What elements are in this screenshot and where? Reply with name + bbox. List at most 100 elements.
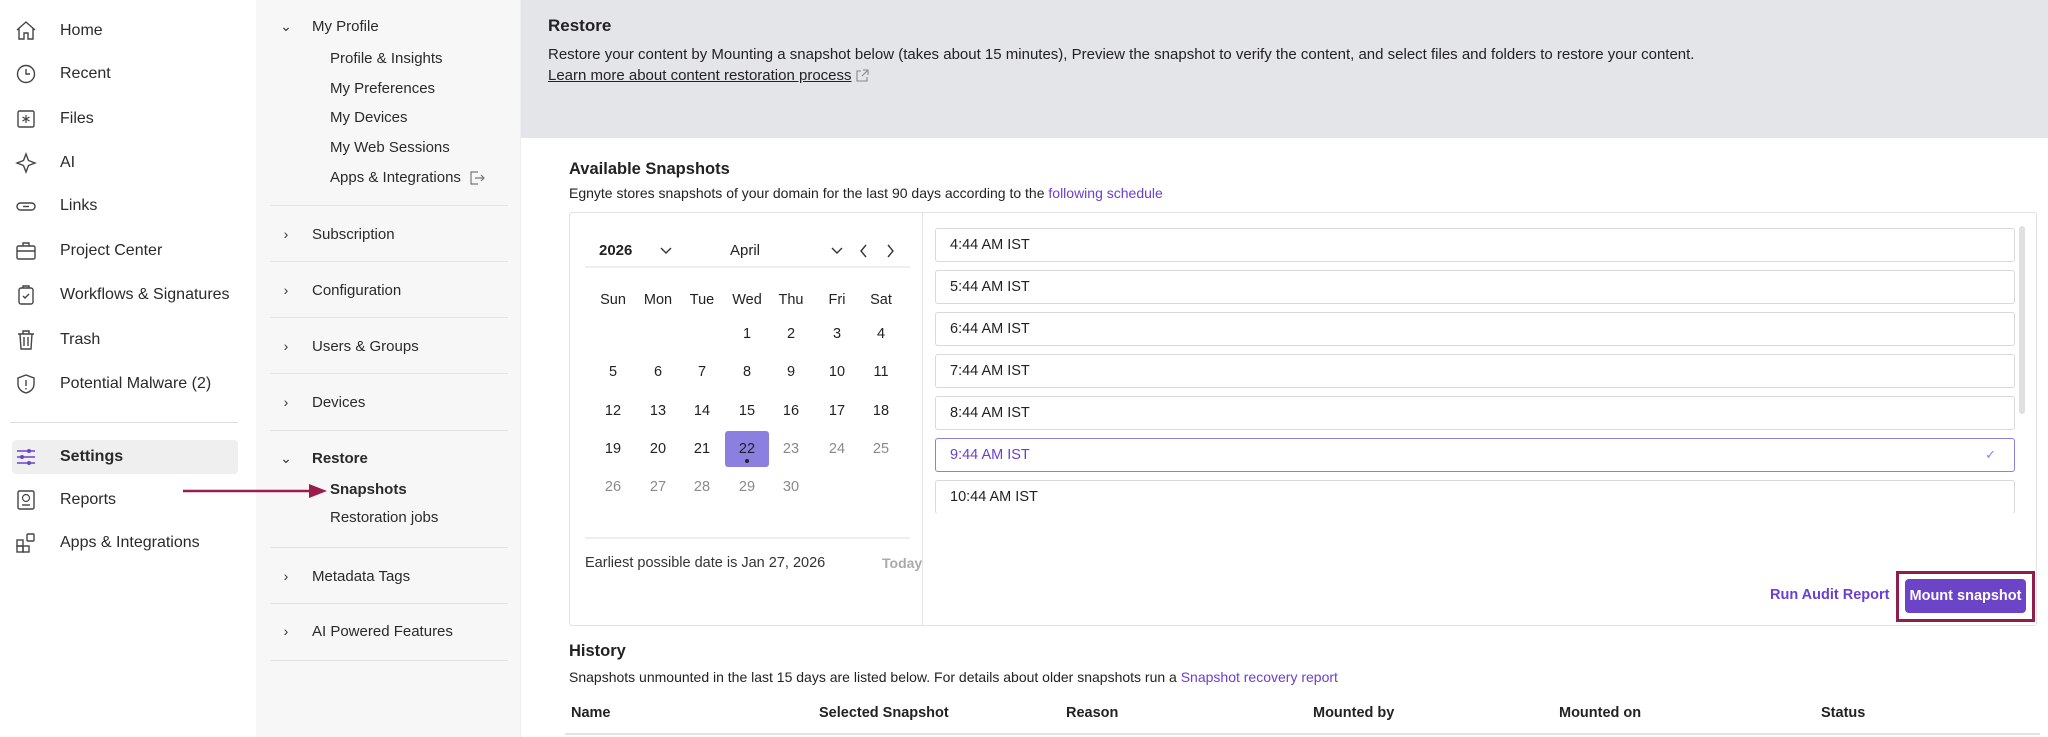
calendar-day[interactable]: 20 xyxy=(649,441,667,457)
section-my-profile[interactable]: ⌄ My Profile xyxy=(276,14,516,38)
chevron-down-icon: ⌄ xyxy=(280,17,292,34)
mount-snapshot-button[interactable]: Mount snapshot xyxy=(1905,579,2026,613)
nav-item-workflows-signatures[interactable]: Workflows & Signatures xyxy=(12,278,238,312)
previous-month-icon[interactable] xyxy=(859,243,869,259)
section-ai-powered-features[interactable]: › AI Powered Features xyxy=(276,619,516,643)
nav-item-project-center[interactable]: Project Center xyxy=(12,234,238,268)
nav-item-recent[interactable]: Recent xyxy=(12,57,238,91)
next-month-icon[interactable] xyxy=(885,243,895,259)
time-slot-label: 4:44 AM IST xyxy=(950,237,1030,253)
shield-alert-icon xyxy=(14,372,38,396)
weekday-label: Wed xyxy=(732,292,762,308)
calendar-day: 24 xyxy=(828,441,846,457)
run-audit-report-link[interactable]: Run Audit Report xyxy=(1770,587,1889,603)
section-metadata-tags[interactable]: › Metadata Tags xyxy=(276,564,516,588)
calendar-day[interactable]: 8 xyxy=(742,364,752,380)
calendar-day[interactable]: 7 xyxy=(697,364,707,380)
menu-item-profile-insights[interactable]: Profile & Insights xyxy=(330,50,443,67)
calendar-day[interactable]: 12 xyxy=(604,403,622,419)
menu-item-restoration-jobs[interactable]: Restoration jobs xyxy=(330,509,439,526)
nav-item-home[interactable]: Home xyxy=(12,14,238,48)
section-restore[interactable]: ⌄ Restore xyxy=(276,446,516,470)
section-subscription[interactable]: › Subscription xyxy=(276,222,516,246)
section-label: Users & Groups xyxy=(312,337,419,355)
calendar-day-selected[interactable]: 22 xyxy=(725,431,769,467)
today-button[interactable]: Today xyxy=(882,555,923,571)
weekday-label: Sun xyxy=(600,292,626,308)
calendar-day: 23 xyxy=(782,441,800,457)
calendar-day[interactable]: 14 xyxy=(693,403,711,419)
nav-item-trash[interactable]: Trash xyxy=(12,323,238,357)
time-slot[interactable]: 8:44 AM IST xyxy=(935,396,2015,430)
nav-item-potential-malware-2[interactable]: Potential Malware (2) xyxy=(12,367,238,401)
calendar-day[interactable]: 15 xyxy=(738,403,756,419)
calendar-day[interactable]: 17 xyxy=(828,403,846,419)
time-slot[interactable]: 4:44 AM IST xyxy=(935,228,2015,262)
menu-item-my-devices[interactable]: My Devices xyxy=(330,109,408,126)
clock-icon xyxy=(14,62,38,86)
chevron-right-icon: › xyxy=(283,623,289,639)
calendar-day[interactable]: 1 xyxy=(742,326,752,342)
time-slot[interactable]: 6:44 AM IST xyxy=(935,312,2015,346)
calendar-day[interactable]: 9 xyxy=(786,364,796,380)
sliders-icon xyxy=(14,445,38,469)
time-slot[interactable]: 5:44 AM IST xyxy=(935,270,2015,304)
time-list: 4:44 AM IST 5:44 AM IST 6:44 AM IST 7:44 AM… xyxy=(570,213,2036,513)
time-slot-label: 6:44 AM IST xyxy=(950,321,1030,337)
time-slot-selected[interactable]: 9:44 AM IST ✓ xyxy=(935,438,2015,472)
divider xyxy=(270,603,508,604)
column-header-reason[interactable]: Reason xyxy=(1066,705,1119,721)
time-slot[interactable]: 10:44 AM IST xyxy=(935,480,2015,513)
calendar-day[interactable]: 3 xyxy=(832,326,842,342)
calendar-day[interactable]: 4 xyxy=(876,326,886,342)
menu-item-apps-integrations[interactable]: Apps & Integrations xyxy=(330,167,485,189)
section-devices[interactable]: › Devices xyxy=(276,390,516,414)
nav-item-apps-integrations[interactable]: Apps & Integrations xyxy=(12,526,238,560)
year-select[interactable]: 2026 xyxy=(599,242,632,259)
snapshot-recovery-report-link[interactable]: Snapshot recovery report xyxy=(1180,669,1338,685)
column-header-name[interactable]: Name xyxy=(571,705,611,721)
menu-item-my-web-sessions[interactable]: My Web Sessions xyxy=(330,139,450,156)
calendar-day[interactable]: 16 xyxy=(782,403,800,419)
nav-item-links[interactable]: Links xyxy=(12,189,238,223)
column-header-mounted-by[interactable]: Mounted by xyxy=(1313,705,1395,721)
calendar-day[interactable]: 5 xyxy=(608,364,618,380)
files-icon xyxy=(14,107,38,131)
nav-item-reports[interactable]: Reports xyxy=(12,483,238,517)
column-header-mounted-on[interactable]: Mounted on xyxy=(1559,705,1642,721)
nav-item-ai[interactable]: AI xyxy=(12,146,238,180)
column-header-status[interactable]: Status xyxy=(1821,705,1866,721)
page-title: Restore xyxy=(548,16,612,35)
menu-item-snapshots[interactable]: Snapshots xyxy=(330,481,407,498)
calendar-day[interactable]: 6 xyxy=(653,364,663,380)
nav-item-label: Trash xyxy=(60,331,101,348)
chevron-down-icon[interactable] xyxy=(830,246,844,256)
page-header: Restore Restore your content by Mounting… xyxy=(521,0,2048,138)
nav-item-label: Reports xyxy=(60,491,117,508)
divider xyxy=(585,266,910,268)
calendar-day[interactable]: 2 xyxy=(786,326,796,342)
section-users-groups[interactable]: › Users & Groups xyxy=(276,334,516,358)
calendar-day[interactable]: 13 xyxy=(649,403,667,419)
time-slot[interactable]: 7:44 AM IST xyxy=(935,354,2015,388)
section-label: AI Powered Features xyxy=(312,622,453,640)
menu-item-my-preferences[interactable]: My Preferences xyxy=(330,80,436,97)
divider xyxy=(585,537,910,539)
nav-item-files[interactable]: Files xyxy=(12,102,238,136)
divider xyxy=(270,430,508,431)
column-header-selected-snapshot[interactable]: Selected Snapshot xyxy=(819,705,949,721)
table-header-divider xyxy=(565,733,2040,735)
chevron-down-icon[interactable] xyxy=(659,246,673,256)
month-select[interactable]: April xyxy=(730,242,760,259)
calendar-day[interactable]: 11 xyxy=(873,364,889,380)
time-list-scrollbar[interactable] xyxy=(2019,226,2025,414)
following-schedule-link[interactable]: following schedule xyxy=(1048,185,1163,201)
calendar-day[interactable]: 10 xyxy=(828,364,846,380)
section-configuration[interactable]: › Configuration xyxy=(276,278,516,302)
nav-item-settings[interactable]: Settings xyxy=(12,440,238,474)
calendar-day[interactable]: 21 xyxy=(693,441,711,457)
calendar-day[interactable]: 18 xyxy=(872,403,890,419)
calendar-day[interactable]: 19 xyxy=(604,441,622,457)
subtitle-text: Egnyte stores snapshots of your domain f… xyxy=(569,185,1045,201)
learn-more-link[interactable]: Learn more about content restoration pro… xyxy=(548,67,869,84)
